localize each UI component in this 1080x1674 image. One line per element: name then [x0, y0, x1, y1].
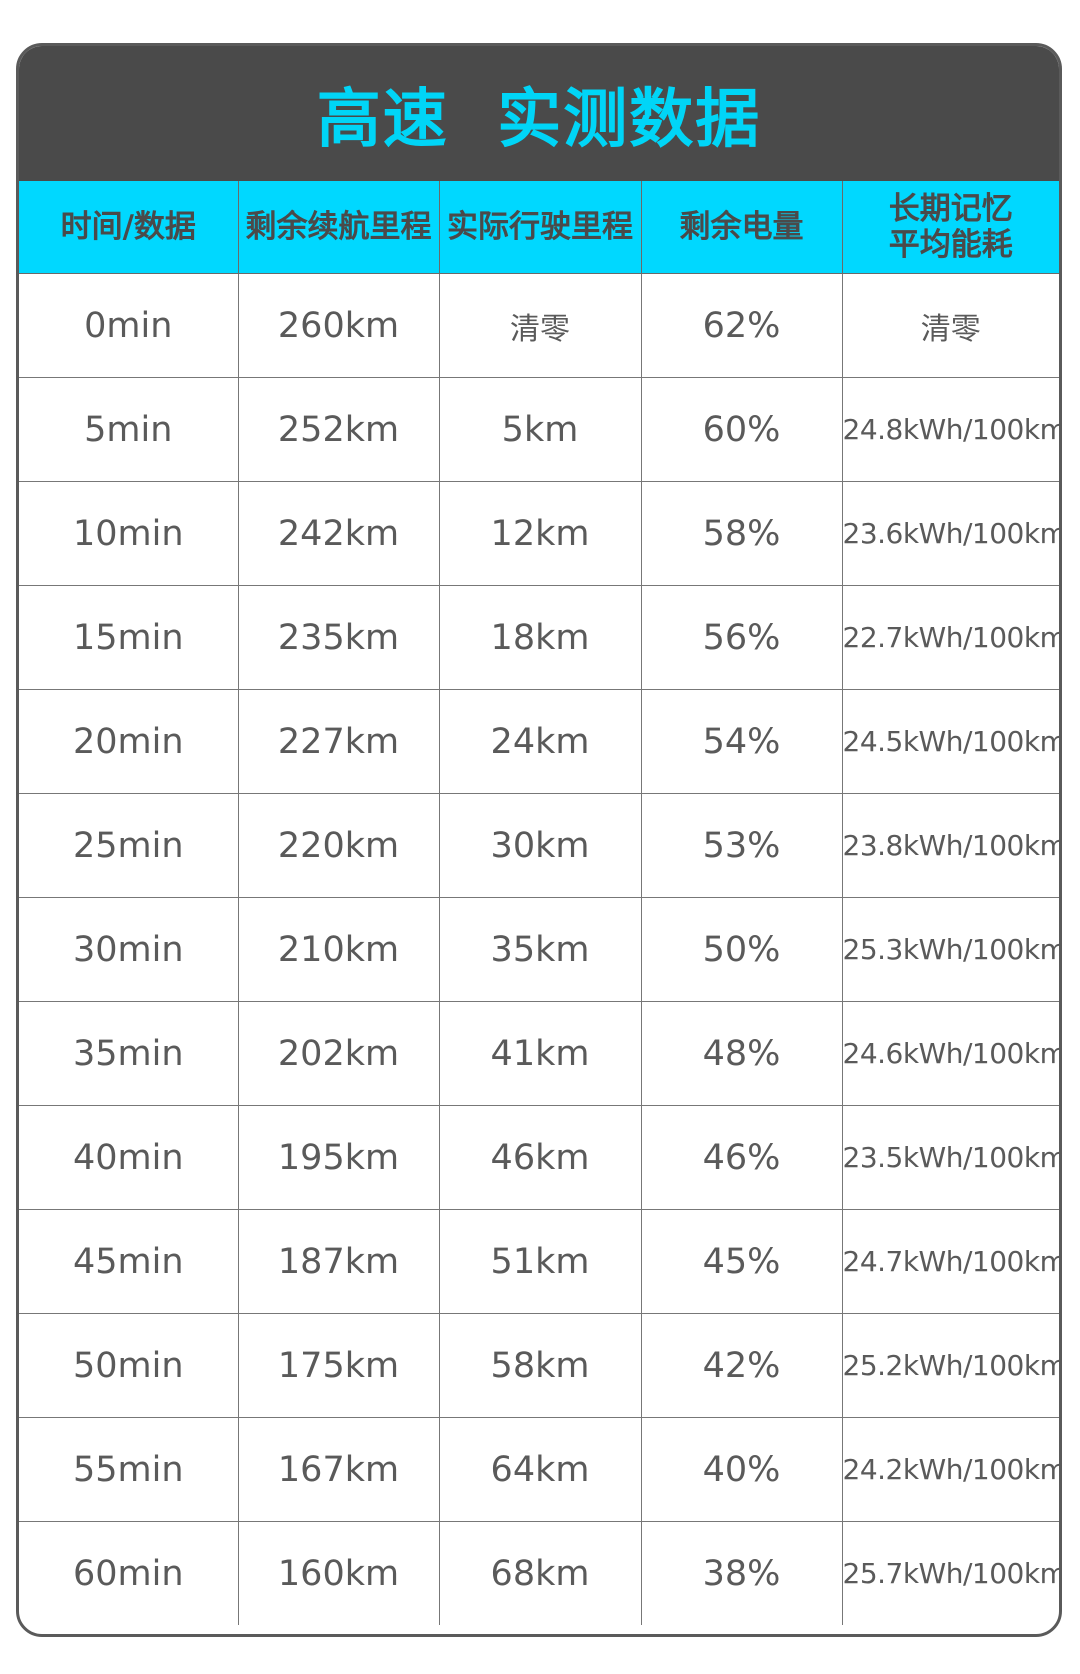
cell-avg-consumption: 24.2kWh/100km: [841, 1417, 1059, 1522]
cell-remaining-range: 260km: [237, 273, 440, 378]
cell-remaining-range: 187km: [237, 1209, 440, 1314]
column-header-remaining-range: 剩余续航里程: [237, 181, 440, 274]
table-row: 20min 227km 24km 54% 24.5kWh/100km: [19, 689, 1059, 794]
cell-remaining-range: 210km: [237, 897, 440, 1002]
cell-time: 10min: [19, 481, 239, 586]
cell-remaining-battery: 58%: [640, 481, 843, 586]
table-row: 0min 260km 清零 62% 清零: [19, 273, 1059, 378]
table-row: 40min 195km 46km 46% 23.5kWh/100km: [19, 1105, 1059, 1210]
column-header-line2: 平均能耗: [888, 227, 1013, 263]
cell-remaining-range: 235km: [237, 585, 440, 690]
data-table: 时间/数据 剩余续航里程 实际行驶里程 剩余电量 长期记忆 平均能耗 0min 26…: [19, 181, 1059, 1625]
cell-remaining-battery: 38%: [640, 1521, 843, 1625]
cell-time: 55min: [19, 1417, 239, 1522]
cell-avg-consumption: 23.5kWh/100km: [841, 1105, 1059, 1210]
table-row: 45min 187km 51km 45% 24.7kWh/100km: [19, 1209, 1059, 1314]
table-row: 15min 235km 18km 56% 22.7kWh/100km: [19, 585, 1059, 690]
cell-avg-consumption: 清零: [841, 273, 1059, 378]
table-row: 55min 167km 64km 40% 24.2kWh/100km: [19, 1417, 1059, 1522]
cell-avg-consumption: 24.8kWh/100km: [841, 377, 1059, 482]
column-header-line1: 长期记忆: [888, 191, 1013, 227]
cell-actual-distance: 68km: [438, 1521, 642, 1625]
cell-actual-distance: 58km: [438, 1313, 642, 1418]
cell-remaining-range: 160km: [237, 1521, 440, 1625]
cell-avg-consumption: 24.6kWh/100km: [841, 1001, 1059, 1106]
title-bar: 高速 实测数据: [19, 46, 1059, 181]
cell-time: 60min: [19, 1521, 239, 1625]
cell-actual-distance: 18km: [438, 585, 642, 690]
cell-actual-distance: 12km: [438, 481, 642, 586]
table-row: 25min 220km 30km 53% 23.8kWh/100km: [19, 793, 1059, 898]
table-header-row: 时间/数据 剩余续航里程 实际行驶里程 剩余电量 长期记忆 平均能耗: [19, 181, 1059, 274]
cell-time: 30min: [19, 897, 239, 1002]
column-header-time: 时间/数据: [19, 181, 239, 274]
cell-remaining-range: 220km: [237, 793, 440, 898]
cell-avg-consumption: 23.8kWh/100km: [841, 793, 1059, 898]
cell-remaining-battery: 46%: [640, 1105, 843, 1210]
cell-avg-consumption: 25.3kWh/100km: [841, 897, 1059, 1002]
cell-remaining-battery: 56%: [640, 585, 843, 690]
cell-remaining-battery: 62%: [640, 273, 843, 378]
table-row: 35min 202km 41km 48% 24.6kWh/100km: [19, 1001, 1059, 1106]
table-row: 60min 160km 68km 38% 25.7kWh/100km: [19, 1521, 1059, 1625]
cell-actual-distance: 24km: [438, 689, 642, 794]
cell-actual-distance: 30km: [438, 793, 642, 898]
cell-time: 5min: [19, 377, 239, 482]
cell-time: 25min: [19, 793, 239, 898]
cell-remaining-range: 167km: [237, 1417, 440, 1522]
cell-time: 40min: [19, 1105, 239, 1210]
cell-remaining-range: 202km: [237, 1001, 440, 1106]
table-row: 5min 252km 5km 60% 24.8kWh/100km: [19, 377, 1059, 482]
cell-actual-distance: 35km: [438, 897, 642, 1002]
cell-remaining-battery: 53%: [640, 793, 843, 898]
cell-remaining-battery: 50%: [640, 897, 843, 1002]
cell-avg-consumption: 22.7kWh/100km: [841, 585, 1059, 690]
cell-time: 35min: [19, 1001, 239, 1106]
cell-time: 20min: [19, 689, 239, 794]
cell-actual-distance: 清零: [438, 273, 642, 378]
column-header-remaining-battery: 剩余电量: [640, 181, 843, 274]
cell-remaining-battery: 40%: [640, 1417, 843, 1522]
column-header-actual-distance: 实际行驶里程: [438, 181, 642, 274]
cell-avg-consumption: 24.7kWh/100km: [841, 1209, 1059, 1314]
cell-remaining-range: 195km: [237, 1105, 440, 1210]
cell-remaining-battery: 42%: [640, 1313, 843, 1418]
cell-avg-consumption: 25.7kWh/100km: [841, 1521, 1059, 1625]
cell-actual-distance: 64km: [438, 1417, 642, 1522]
cell-remaining-range: 252km: [237, 377, 440, 482]
cell-remaining-battery: 54%: [640, 689, 843, 794]
cell-avg-consumption: 24.5kWh/100km: [841, 689, 1059, 794]
cell-actual-distance: 46km: [438, 1105, 642, 1210]
cell-remaining-battery: 60%: [640, 377, 843, 482]
column-header-avg-consumption: 长期记忆 平均能耗: [841, 181, 1059, 274]
cell-time: 45min: [19, 1209, 239, 1314]
table-row: 50min 175km 58km 42% 25.2kWh/100km: [19, 1313, 1059, 1418]
cell-remaining-battery: 48%: [640, 1001, 843, 1106]
table-row: 30min 210km 35km 50% 25.3kWh/100km: [19, 897, 1059, 1002]
cell-avg-consumption: 23.6kWh/100km: [841, 481, 1059, 586]
cell-actual-distance: 5km: [438, 377, 642, 482]
page-title: 高速 实测数据: [316, 82, 762, 157]
data-card: 高速 实测数据 时间/数据 剩余续航里程 实际行驶里程 剩余电量 长期记忆 平均能…: [16, 43, 1062, 1637]
cell-time: 50min: [19, 1313, 239, 1418]
cell-actual-distance: 51km: [438, 1209, 642, 1314]
table-row: 10min 242km 12km 58% 23.6kWh/100km: [19, 481, 1059, 586]
cell-time: 0min: [19, 273, 239, 378]
cell-remaining-range: 227km: [237, 689, 440, 794]
cell-remaining-battery: 45%: [640, 1209, 843, 1314]
cell-remaining-range: 242km: [237, 481, 440, 586]
cell-remaining-range: 175km: [237, 1313, 440, 1418]
cell-avg-consumption: 25.2kWh/100km: [841, 1313, 1059, 1418]
cell-actual-distance: 41km: [438, 1001, 642, 1106]
cell-time: 15min: [19, 585, 239, 690]
